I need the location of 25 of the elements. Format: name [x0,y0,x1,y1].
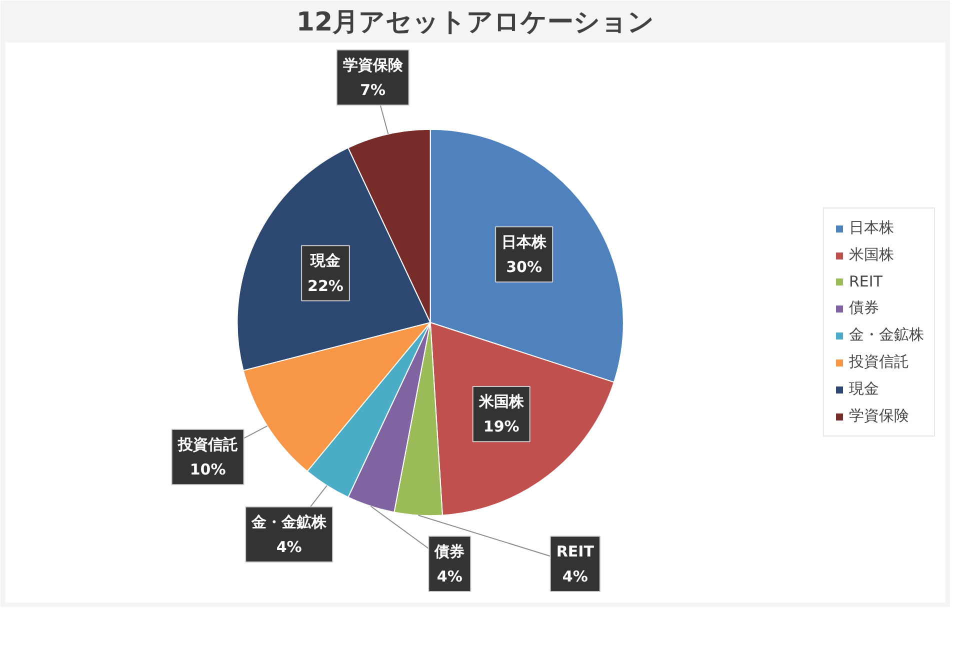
data-label: 19% [483,418,520,436]
slice-label: REIT [556,542,595,560]
slice-label: 米国株 [478,392,525,410]
slice-label: 日本株 [502,232,548,251]
legend-label: 金・金鉱株 [849,326,924,344]
legend-label: REIT [849,272,882,290]
data-label: 30% [506,258,542,276]
legend-label: 日本株 [849,218,894,238]
legend-label: 学資保険 [849,406,909,426]
legend-label: 投資信託 [849,352,909,372]
data-label: 10% [190,460,226,479]
data-label: 4% [562,567,588,586]
slice-label: 金・金鉱株 [250,512,328,531]
slice-label: 学資保険 [342,56,404,74]
data-label: 7% [360,81,386,100]
data-label: 4% [436,567,462,586]
data-label: 4% [276,538,302,556]
legend-label: 現金 [849,380,879,398]
slice-label: 現金 [309,252,340,270]
data-label: 22% [308,276,344,295]
legend-label: 債券 [849,298,879,318]
chart-title: 12月アセットアロケーション [296,8,655,38]
slice-label: 債券 [434,542,465,560]
legend-label: 米国株 [849,246,894,264]
slice-label: 投資信託 [176,435,238,454]
